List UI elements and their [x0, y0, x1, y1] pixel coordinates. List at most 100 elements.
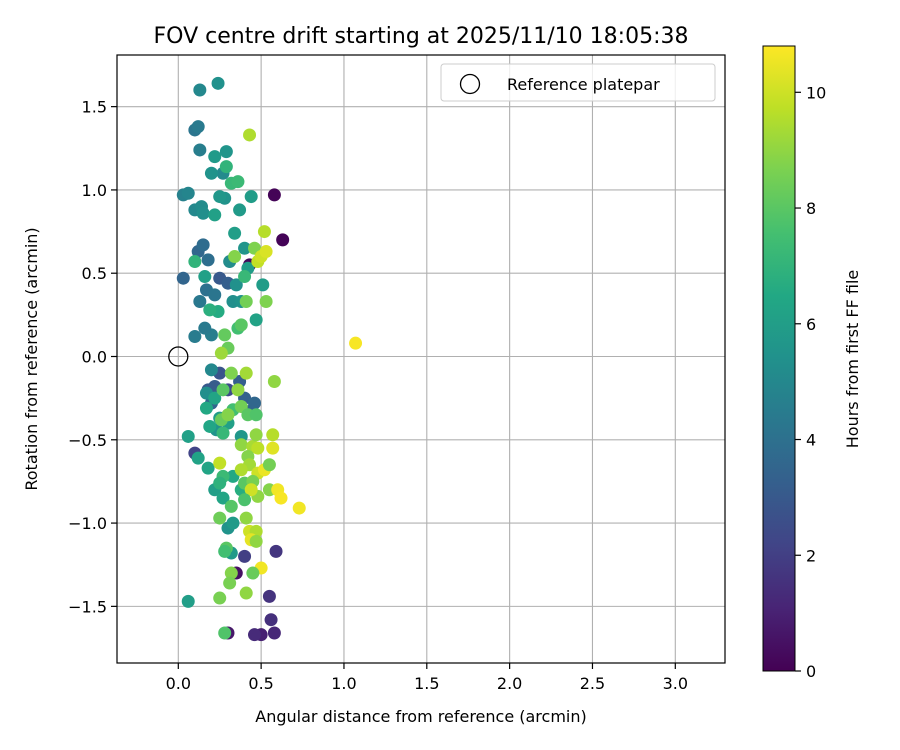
data-point: [213, 591, 227, 605]
data-point: [228, 226, 242, 240]
data-point: [213, 190, 227, 204]
legend-label-reference: Reference platepar: [507, 75, 660, 94]
colorbar-label: Hours from first FF file: [843, 270, 862, 449]
x-tick-label: 0.5: [248, 674, 273, 693]
x-tick-label: 3.0: [663, 674, 688, 693]
data-point: [234, 318, 248, 332]
legend: Reference platepar: [440, 63, 716, 102]
data-point: [239, 511, 253, 525]
data-point: [181, 429, 195, 443]
data-point: [262, 589, 276, 603]
data-point: [213, 456, 227, 470]
data-point: [193, 295, 207, 309]
data-point: [191, 451, 205, 465]
x-tick-label: 1.0: [331, 674, 356, 693]
x-tick-label: 0.0: [166, 674, 191, 693]
data-point: [264, 613, 278, 627]
data-point: [231, 383, 245, 397]
y-axis-label: Rotation from reference (arcmin): [22, 227, 41, 490]
data-point: [191, 120, 205, 134]
data-point: [203, 303, 217, 317]
data-point: [176, 271, 190, 285]
data-points: [176, 76, 363, 642]
data-point: [269, 544, 283, 558]
data-point: [218, 328, 232, 342]
data-point: [249, 408, 263, 422]
data-point: [181, 594, 195, 608]
data-point: [276, 233, 290, 247]
data-point: [267, 188, 281, 202]
data-point: [213, 511, 227, 525]
y-tick-label: 0.0: [82, 348, 107, 367]
data-point: [224, 499, 238, 513]
data-point: [231, 175, 245, 189]
x-tick-label: 2.5: [580, 674, 605, 693]
x-tick-label: 2.0: [497, 674, 522, 693]
data-point: [214, 346, 228, 360]
data-point: [221, 408, 235, 422]
data-point: [251, 441, 265, 455]
data-point: [244, 190, 258, 204]
data-point: [249, 428, 263, 442]
data-point: [239, 586, 253, 600]
data-point: [349, 336, 363, 350]
data-point: [267, 374, 281, 388]
data-point: [216, 383, 230, 397]
data-point: [193, 83, 207, 97]
data-point: [238, 549, 252, 563]
grid: [117, 55, 725, 663]
x-tick-label: 1.5: [414, 674, 439, 693]
chart-title: FOV centre drift starting at 2025/11/10 …: [154, 24, 689, 49]
data-point: [219, 160, 233, 174]
legend-box: [440, 63, 716, 102]
data-point: [204, 363, 218, 377]
data-point: [228, 250, 242, 264]
data-point: [216, 426, 230, 440]
data-point: [201, 253, 215, 267]
colorbar-tick-label: 4: [806, 431, 816, 450]
data-point: [196, 238, 210, 252]
data-point: [238, 270, 252, 284]
data-point: [224, 366, 238, 380]
data-point: [229, 278, 243, 292]
y-tick-label: 1.5: [82, 98, 107, 117]
data-point: [248, 396, 262, 410]
data-point: [244, 483, 258, 497]
data-point: [198, 270, 212, 284]
data-point: [233, 203, 247, 217]
data-point: [243, 128, 257, 142]
data-point: [249, 534, 263, 548]
data-point: [213, 476, 227, 490]
plot-frame: [116, 54, 726, 664]
data-point: [234, 438, 248, 452]
data-point: [239, 366, 253, 380]
colorbar: 0 2 4 6 8 10 Hours from first FF file: [762, 45, 862, 681]
data-point: [216, 491, 230, 505]
data-point: [292, 501, 306, 515]
data-point: [234, 463, 248, 477]
data-point: [181, 186, 195, 200]
data-point: [218, 626, 232, 640]
data-point: [199, 401, 213, 415]
x-axis-label: Angular distance from reference (arcmin): [255, 707, 586, 726]
data-point: [239, 295, 253, 309]
x-axis-ticks: 0.0 0.5 1.0 1.5 2.0 2.5 3.0: [166, 663, 688, 693]
data-point: [266, 441, 280, 455]
data-point: [249, 313, 263, 327]
y-tick-label: 0.5: [82, 264, 107, 283]
colorbar-tick-label: 6: [806, 315, 816, 334]
data-point: [196, 206, 210, 220]
data-point: [274, 491, 288, 505]
colorbar-tick-label: 2: [806, 546, 816, 565]
data-point: [226, 516, 240, 530]
data-point: [238, 493, 252, 507]
data-point: [208, 208, 222, 222]
data-point: [238, 241, 252, 255]
y-axis-ticks: −1.5 −1.0 −0.5 0.0 0.5 1.0 1.5: [68, 98, 117, 616]
data-point: [223, 576, 237, 590]
data-point: [219, 145, 233, 159]
data-point: [248, 628, 262, 642]
data-point: [208, 391, 222, 405]
data-point: [204, 166, 218, 180]
